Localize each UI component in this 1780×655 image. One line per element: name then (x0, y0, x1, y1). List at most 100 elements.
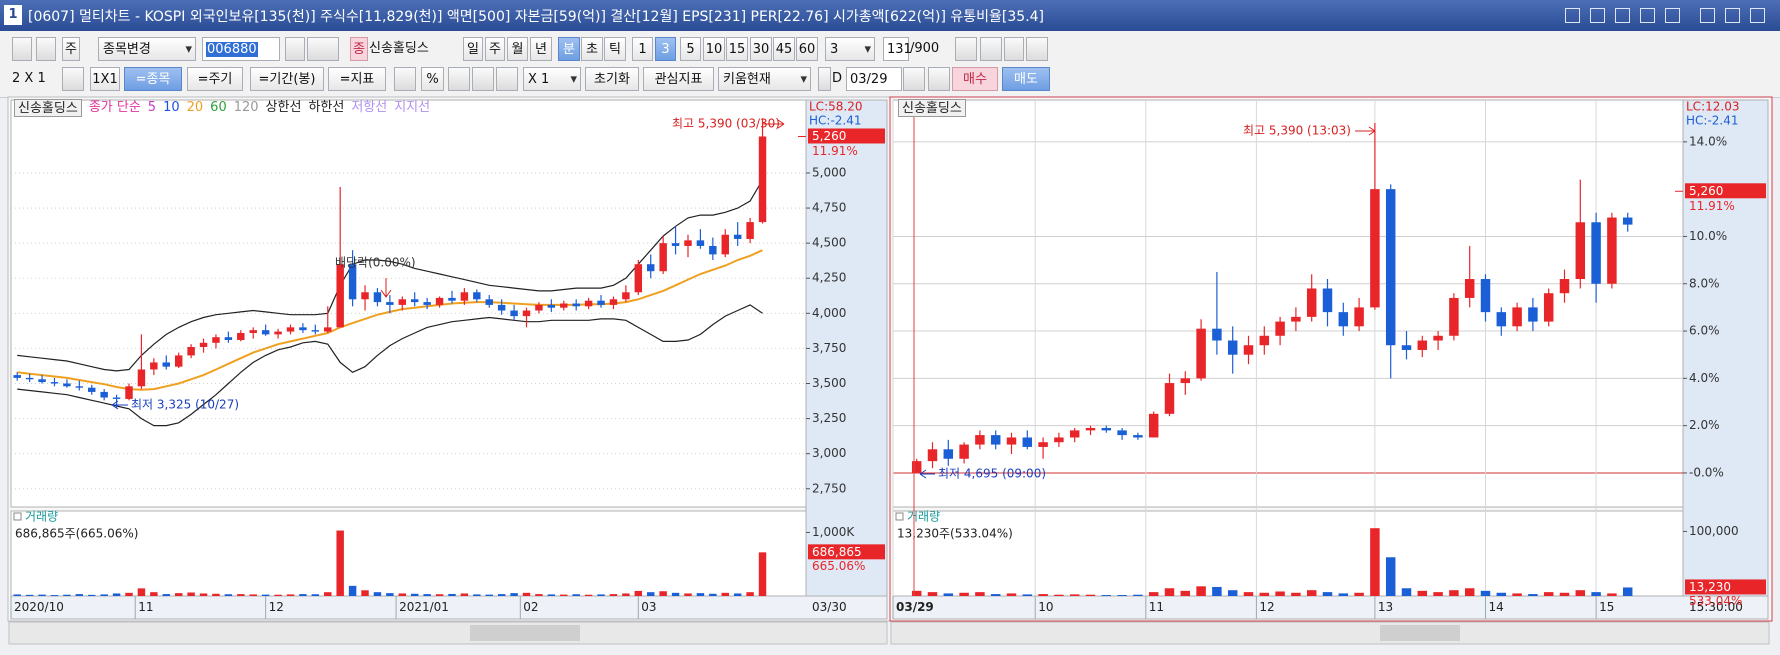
last-x-label: 03/30 (812, 600, 847, 614)
toolbar-button[interactable]: 60 (796, 37, 818, 61)
candle-body (647, 264, 655, 272)
hc-label: HC:-2.41 (1686, 114, 1739, 128)
candle-body (597, 300, 605, 305)
candle-body (398, 299, 407, 305)
scroll-thumb[interactable] (470, 625, 580, 641)
toolbar-button[interactable]: X 1 (523, 67, 581, 92)
scrollbar[interactable] (890, 621, 1770, 645)
toolbar-icon[interactable] (394, 67, 416, 91)
candle-body (336, 264, 344, 328)
toolbar-button[interactable]: 종 (350, 37, 368, 61)
toolbar-button[interactable]: 매수 (952, 67, 998, 91)
toolbar-button[interactable]: 03/29 (846, 67, 902, 91)
last-volume: 686,865 (812, 545, 862, 559)
volume-bar (63, 594, 71, 596)
minimize-button[interactable] (1700, 8, 1715, 23)
toolbar-button[interactable]: 006880 (202, 37, 280, 61)
candle-body (1180, 378, 1191, 384)
toolbar-button[interactable]: 2 X 1 (12, 71, 46, 86)
candle-body (671, 243, 680, 246)
candle-body (1291, 316, 1301, 322)
candle-body (1401, 345, 1412, 350)
toolbar-button[interactable]: 초 (581, 37, 603, 61)
toolbar-button[interactable]: D (832, 71, 843, 86)
toolbar-icon[interactable] (955, 37, 977, 61)
toolbar-button[interactable]: 3 (825, 37, 875, 62)
toolbar-icon[interactable] (285, 37, 305, 61)
toolbar-button[interactable]: 45 (773, 37, 795, 61)
toolbar-icon[interactable] (472, 67, 494, 91)
scroll-thumb[interactable] (1380, 625, 1460, 641)
volume-bar (647, 592, 655, 596)
toolbar-icon[interactable] (496, 67, 518, 91)
last-x-label: 15:30:00 (1689, 600, 1743, 614)
toolbar-button[interactable]: 3 (655, 37, 676, 61)
legend-item: 120 (233, 100, 259, 115)
toolbar-icon[interactable] (36, 37, 56, 61)
toolbar-button[interactable]: 키움현재 (718, 67, 811, 92)
candle-body (634, 264, 643, 293)
toolbar-icon[interactable] (980, 37, 1002, 61)
toolbar-button[interactable]: /900 (910, 41, 940, 56)
window-button[interactable] (1665, 8, 1680, 23)
toolbar-icon[interactable] (1004, 37, 1024, 61)
toolbar-icon[interactable] (818, 67, 831, 91)
scrollbar[interactable] (8, 621, 888, 645)
toolbar-button[interactable]: % (421, 67, 444, 91)
toolbar-button[interactable]: 131 (883, 37, 912, 61)
toolbar-icon[interactable] (12, 37, 32, 61)
toolbar-icon[interactable] (448, 67, 470, 91)
toolbar-icon[interactable] (307, 37, 339, 61)
close-button[interactable] (1750, 8, 1765, 23)
toolbar-icon[interactable] (1026, 37, 1048, 61)
toolbar-button[interactable]: 월 (507, 37, 528, 61)
volume-bar (75, 594, 84, 596)
volume-bar (410, 593, 419, 596)
y-tick-label: 3,500 (812, 376, 846, 390)
y-tick-label: 100,000 (1689, 524, 1739, 538)
toolbar-button[interactable]: 매도 (1002, 67, 1050, 91)
toolbar-button[interactable]: 1 (632, 37, 653, 61)
legend-item: 저항선 (351, 100, 388, 115)
candle-body (174, 355, 183, 367)
toolbar-button[interactable]: =지표 (328, 67, 386, 91)
toolbar-button[interactable]: 주 (485, 37, 505, 61)
toolbar-button[interactable]: 종목변경 (98, 37, 196, 62)
toolbar-button[interactable]: 년 (530, 37, 552, 61)
toolbar-button[interactable]: 1X1 (90, 67, 120, 91)
toolbar-button[interactable]: 30 (750, 37, 772, 61)
toolbar-button[interactable]: 분 (558, 37, 580, 61)
maximize-button[interactable] (1725, 8, 1740, 23)
window-button[interactable] (1640, 8, 1655, 23)
toolbar-button[interactable]: 15 (726, 37, 748, 61)
y-tick-label: 6.0% (1689, 324, 1720, 338)
toolbar-icon[interactable] (903, 67, 925, 91)
candle-body (1164, 383, 1175, 414)
toolbar-button[interactable]: 일 (463, 37, 483, 61)
toolbar-button[interactable]: 주 (62, 37, 80, 61)
window-button[interactable] (1615, 8, 1630, 23)
toolbar-button[interactable]: =종목 (124, 67, 182, 91)
toolbar-button[interactable]: 틱 (604, 37, 626, 61)
candle-body (1259, 335, 1270, 346)
window-button[interactable] (1590, 8, 1605, 23)
candle-body (1212, 328, 1222, 341)
toolbar-button[interactable]: =기간(봉) (250, 67, 324, 91)
candle-body (746, 222, 754, 239)
toolbar-icon[interactable] (928, 67, 950, 91)
toolbar-icon[interactable] (62, 67, 84, 91)
toolbar-button[interactable]: 5 (680, 37, 701, 61)
toolbar-button[interactable]: 초기화 (585, 67, 639, 91)
candle-body (1069, 430, 1080, 438)
toolbar-button[interactable]: 10 (703, 37, 725, 61)
volume-bar (112, 593, 121, 596)
candle-body (1022, 437, 1033, 447)
toolbar-button[interactable]: =주기 (187, 67, 243, 91)
candle-body (373, 292, 382, 303)
x-tick-label: 11 (1149, 600, 1164, 614)
high-annotation: 최고 5,390 (13:03) (1243, 124, 1351, 138)
toolbar-button[interactable]: 관심지표 (643, 67, 714, 91)
window-button[interactable] (1565, 8, 1580, 23)
volume-bar (1069, 594, 1080, 596)
toolbar-button[interactable]: 신송홀딩스 (369, 41, 429, 56)
